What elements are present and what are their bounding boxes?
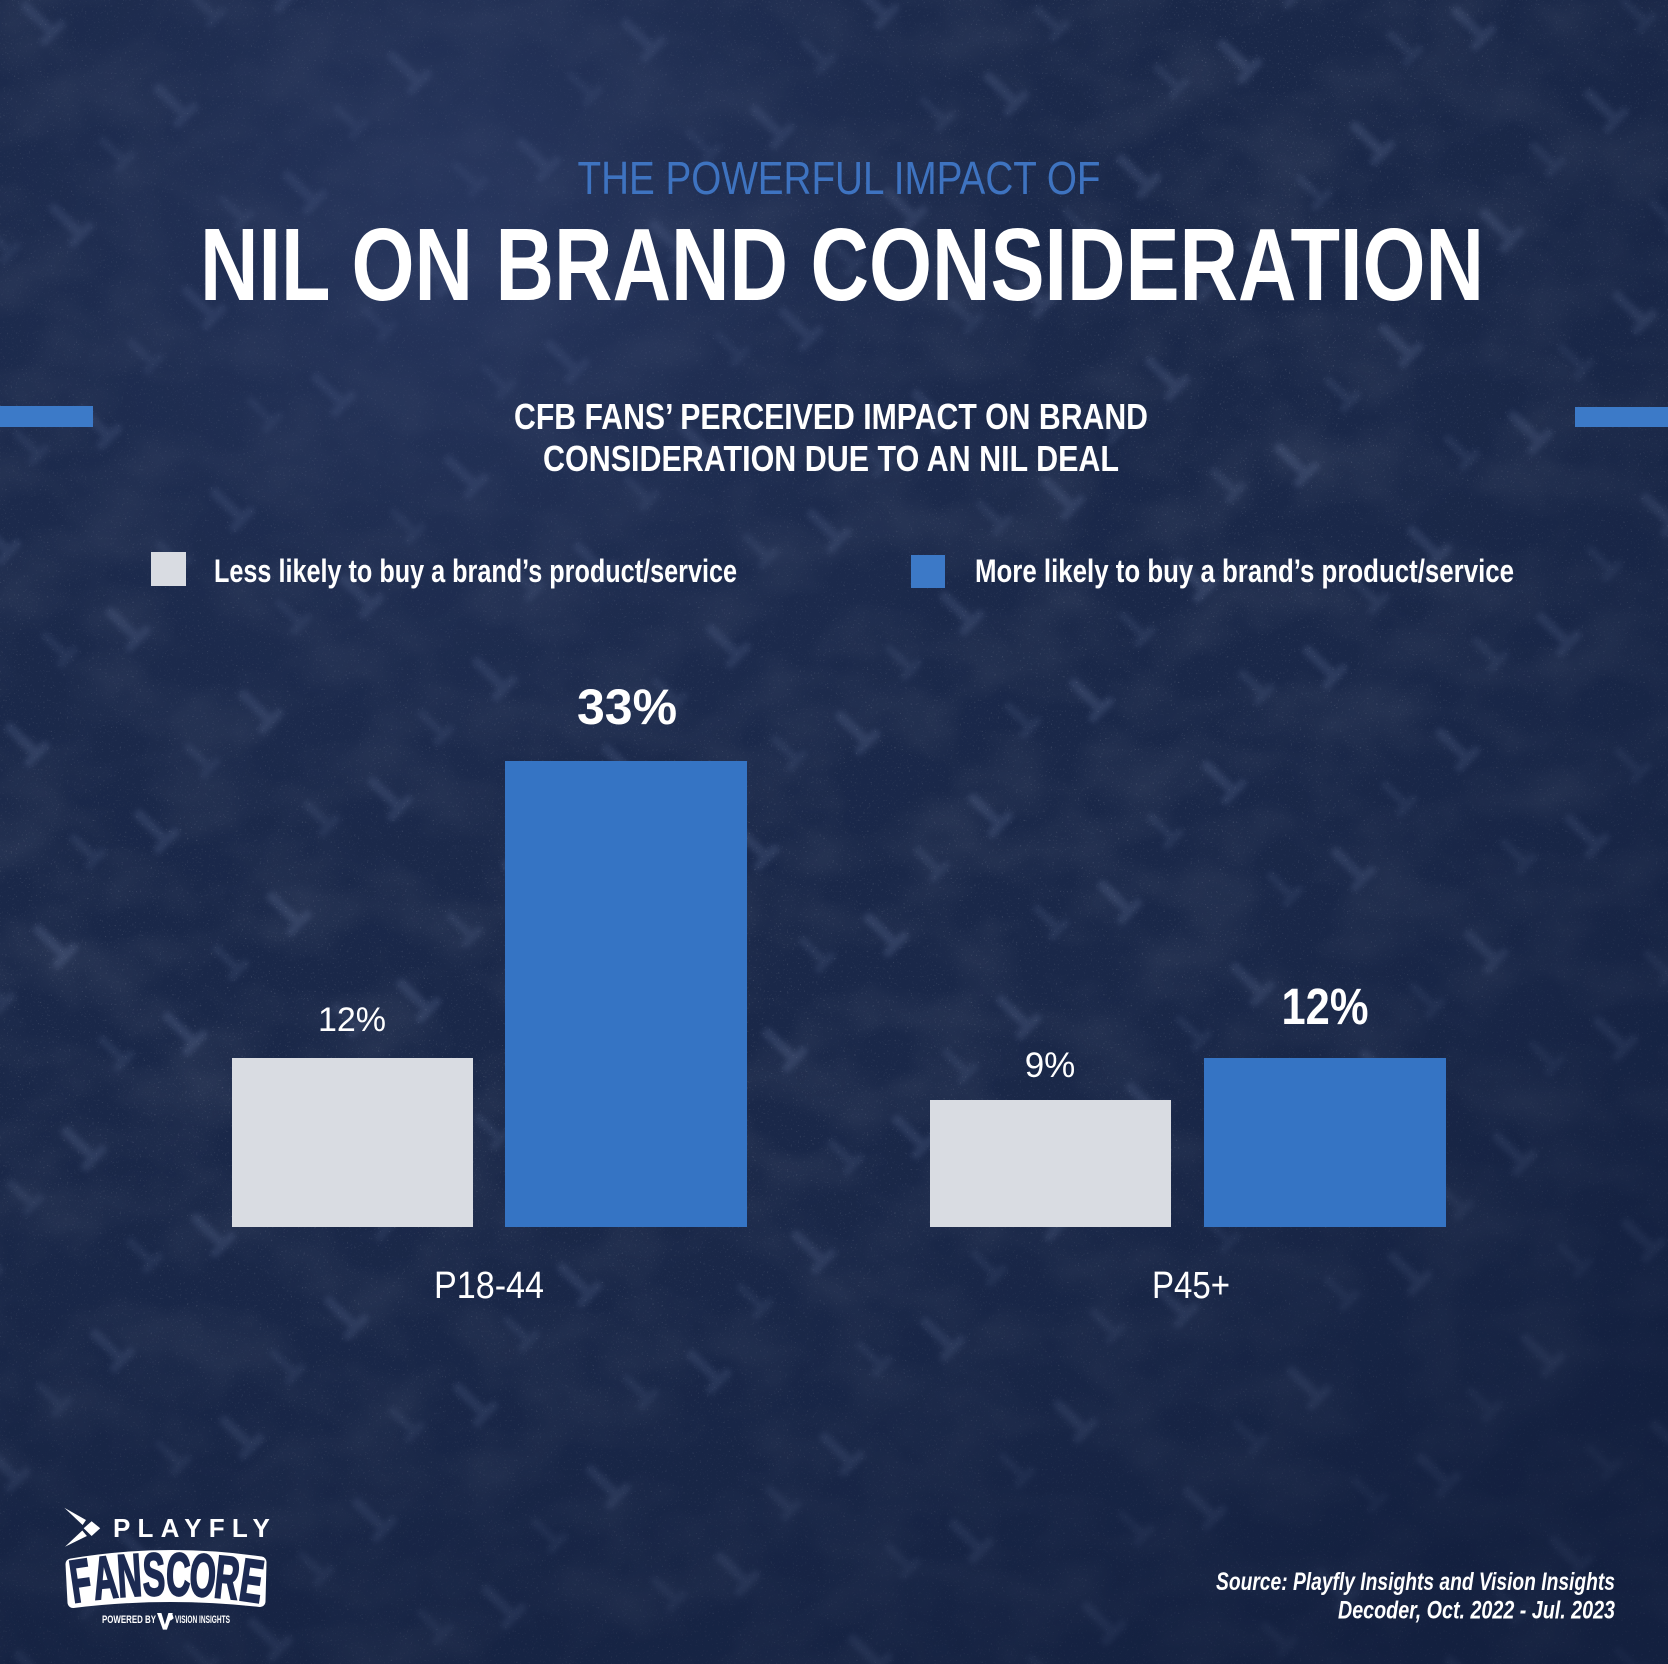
svg-text:THE POWERFUL IMPACT OF: THE POWERFUL IMPACT OF [578,152,1101,204]
svg-text:CFB FANS’ PERCEIVED IMPACT ON: CFB FANS’ PERCEIVED IMPACT ON BRAND [514,396,1148,437]
svg-text:Less likely to buy a brand’s p: Less likely to buy a brand’s product/ser… [214,553,737,589]
svg-text:33%: 33% [577,679,677,735]
svg-text:More likely to buy a brand’s p: More likely to buy a brand’s product/ser… [975,553,1514,589]
svg-text:12%: 12% [1282,978,1369,1035]
svg-text:Decoder, Oct. 2022 - Jul. 2023: Decoder, Oct. 2022 - Jul. 2023 [1338,1597,1615,1625]
svg-text:P18-44: P18-44 [434,1265,544,1307]
svg-text:C: C [165,1542,191,1609]
svg-text:9%: 9% [1025,1046,1076,1085]
svg-text:NIL ON BRAND CONSIDERATION: NIL ON BRAND CONSIDERATION [200,207,1484,322]
svg-text:POWERED BY: POWERED BY [102,1614,156,1626]
svg-text:12%: 12% [318,1001,386,1039]
svg-text:Source: Playfly Insights and V: Source: Playfly Insights and Vision Insi… [1216,1568,1615,1596]
svg-text:VISION INSIGHTS: VISION INSIGHTS [175,1614,230,1626]
svg-text:S: S [142,1542,166,1609]
svg-text:CONSIDERATION DUE TO AN NIL DE: CONSIDERATION DUE TO AN NIL DEAL [543,438,1119,479]
svg-text:O: O [188,1542,218,1610]
svg-text:N: N [115,1542,143,1610]
svg-text:P45+: P45+ [1152,1265,1230,1307]
svg-text:PLAYFLY: PLAYFLY [113,1513,277,1543]
